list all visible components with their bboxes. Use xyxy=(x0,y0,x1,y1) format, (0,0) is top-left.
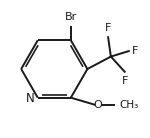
Text: F: F xyxy=(105,23,111,33)
Text: O: O xyxy=(93,100,102,110)
Text: Br: Br xyxy=(65,12,77,22)
Text: N: N xyxy=(26,92,34,105)
Text: CH₃: CH₃ xyxy=(119,100,138,110)
Text: F: F xyxy=(122,76,128,86)
Text: F: F xyxy=(132,46,139,56)
